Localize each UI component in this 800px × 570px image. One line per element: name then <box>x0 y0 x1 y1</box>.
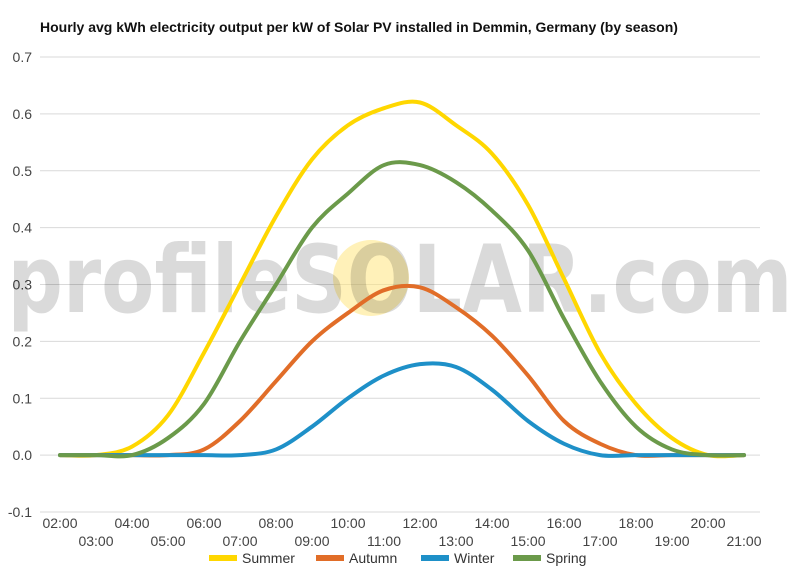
watermark: profileSOLAR.com <box>8 226 793 335</box>
y-tick-label: 0.4 <box>13 220 33 236</box>
x-tick-label: 06:00 <box>186 515 221 531</box>
x-tick-label: 05:00 <box>150 533 185 549</box>
legend-swatch-winter <box>421 555 449 561</box>
y-tick-label: 0.2 <box>13 333 33 349</box>
y-tick-label: 0.0 <box>13 447 33 463</box>
series-line-spring <box>58 160 746 459</box>
y-tick-label: 0.3 <box>13 277 33 293</box>
x-tick-label: 07:00 <box>222 533 257 549</box>
watermark-sun-icon <box>333 240 409 316</box>
legend-label-spring[interactable]: Spring <box>546 550 586 566</box>
x-tick-label: 18:00 <box>618 515 653 531</box>
x-tick-label: 16:00 <box>546 515 581 531</box>
legend-swatch-autumn <box>316 555 344 561</box>
x-axis: 02:0003:0004:0005:0006:0007:0008:0009:00… <box>42 515 761 549</box>
x-tick-label: 03:00 <box>78 533 113 549</box>
x-tick-label: 17:00 <box>582 533 617 549</box>
x-tick-label: 19:00 <box>654 533 689 549</box>
legend-label-winter[interactable]: Winter <box>454 550 495 566</box>
x-tick-label: 14:00 <box>474 515 509 531</box>
legend-swatch-summer <box>209 555 237 561</box>
x-tick-label: 20:00 <box>690 515 725 531</box>
series-line-summer <box>58 99 746 459</box>
legend-swatch-spring <box>513 555 541 561</box>
legend: Summer Autumn Winter Spring <box>209 550 586 566</box>
series-lines <box>58 99 746 459</box>
y-tick-label: 0.1 <box>13 390 33 406</box>
y-axis: -0.1 0.0 0.1 0.2 0.3 0.4 0.5 0.6 0.7 <box>8 49 32 520</box>
x-tick-label: 11:00 <box>367 533 401 549</box>
x-tick-label: 12:00 <box>402 515 437 531</box>
legend-label-summer[interactable]: Summer <box>242 550 295 566</box>
x-tick-label: 09:00 <box>294 533 329 549</box>
y-tick-label: 0.6 <box>13 106 33 122</box>
x-tick-label: 15:00 <box>510 533 545 549</box>
x-tick-label: 08:00 <box>258 515 293 531</box>
x-tick-label: 10:00 <box>330 515 365 531</box>
y-tick-label: 0.7 <box>13 49 33 65</box>
watermark-text: profileSOLAR.com <box>8 226 793 335</box>
chart-title: Hourly avg kWh electricity output per kW… <box>40 19 678 35</box>
x-tick-label: 13:00 <box>438 533 473 549</box>
y-tick-label: 0.5 <box>13 163 33 179</box>
x-tick-label: 21:00 <box>726 533 761 549</box>
series-line-winter <box>58 361 746 458</box>
x-tick-label: 04:00 <box>114 515 149 531</box>
legend-label-autumn[interactable]: Autumn <box>349 550 397 566</box>
y-tick-label: -0.1 <box>8 504 32 520</box>
x-tick-label: 02:00 <box>42 515 77 531</box>
